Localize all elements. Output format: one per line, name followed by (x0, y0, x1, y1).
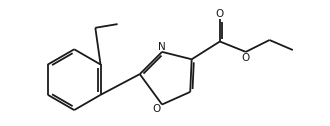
Text: O: O (242, 53, 250, 63)
Text: N: N (158, 42, 166, 52)
Text: O: O (216, 9, 224, 19)
Text: O: O (153, 104, 161, 114)
